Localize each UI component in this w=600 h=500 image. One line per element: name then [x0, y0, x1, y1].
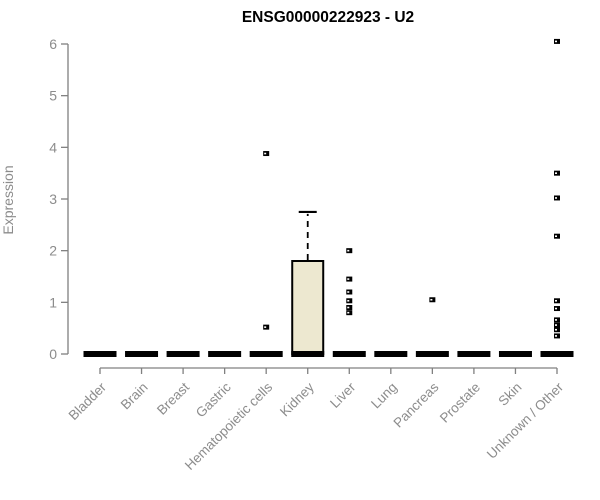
x-tick-label: Lung — [368, 380, 400, 412]
median-bar — [374, 351, 408, 357]
y-tick-label: 0 — [49, 346, 57, 362]
x-tick-label: Breast — [154, 379, 192, 417]
outlier-point-center — [555, 307, 557, 310]
x-tick-label: Prostate — [437, 380, 483, 426]
median-bar — [540, 351, 574, 357]
outlier-point-center — [555, 235, 557, 237]
x-tick-label: Gastric — [193, 379, 234, 420]
outlier-point-center — [555, 299, 557, 302]
x-tick-label: Unknown / Other — [484, 379, 567, 462]
median-bar — [332, 351, 366, 357]
median-bar — [208, 351, 242, 357]
x-tick-label: Brain — [118, 380, 151, 413]
x-tick-label: Liver — [327, 379, 359, 411]
outlier-point-center — [264, 326, 267, 328]
median-bar — [125, 351, 159, 357]
chart-title: ENSG00000222923 - U2 — [242, 9, 414, 26]
y-tick-label: 6 — [49, 36, 57, 52]
outlier-point-center — [555, 335, 557, 337]
median-bar — [415, 351, 449, 357]
x-tick-label: Kidney — [277, 379, 317, 419]
outlier-point-center — [555, 172, 557, 174]
outlier-point-center — [347, 249, 350, 252]
outlier-point-center — [264, 152, 267, 155]
outlier-point-center — [347, 291, 350, 293]
y-tick-label: 4 — [49, 139, 57, 155]
x-tick-label: Skin — [495, 380, 524, 409]
y-tick-label: 5 — [49, 88, 57, 104]
y-axis-label: Expression — [0, 165, 16, 234]
y-tick-label: 2 — [49, 243, 57, 259]
y-tick-label: 1 — [49, 294, 57, 310]
x-tick-label: Pancreas — [391, 379, 442, 430]
outlier-point-center — [555, 319, 557, 321]
outlier-point-center — [430, 298, 433, 301]
x-tick-label: Bladder — [66, 379, 110, 423]
outlier-point-center — [555, 40, 557, 43]
median-bar — [498, 351, 532, 357]
outlier-point-center — [555, 324, 557, 326]
median-bar — [166, 351, 200, 357]
median-bar — [291, 351, 325, 357]
outlier-point-center — [347, 311, 350, 314]
outlier-point-center — [347, 306, 350, 309]
outlier-point-center — [347, 278, 350, 280]
outlier-point-center — [347, 299, 350, 302]
median-bar — [249, 351, 283, 357]
box-body — [291, 260, 325, 355]
median-bar — [457, 351, 491, 357]
outlier-point-center — [555, 197, 557, 199]
median-bar — [83, 351, 117, 357]
y-tick-label: 3 — [49, 191, 57, 207]
outlier-point-center — [555, 328, 557, 331]
